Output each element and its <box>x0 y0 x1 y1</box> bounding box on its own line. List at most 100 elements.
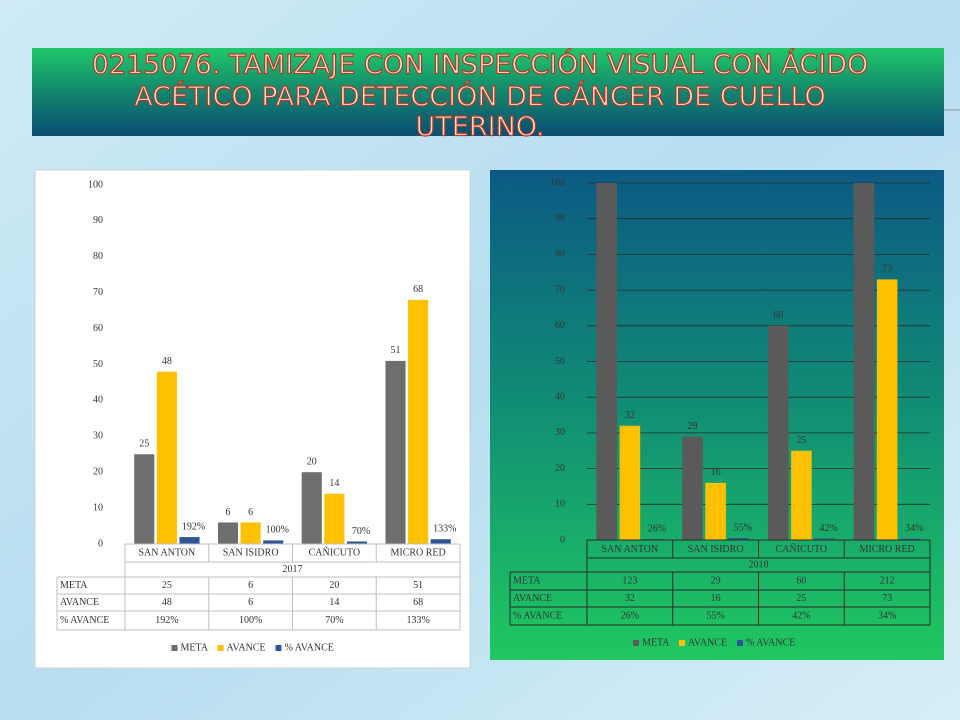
bar <box>899 538 921 540</box>
data-label: 29 <box>687 421 697 432</box>
plot-area <box>596 183 921 540</box>
bar <box>705 482 726 540</box>
data-label: 55% <box>734 522 752 533</box>
data-label: 73 <box>882 264 892 275</box>
table-cell: 51 <box>413 580 423 591</box>
y-tick-label: 10 <box>93 502 103 513</box>
y-tick-label: 50 <box>93 359 103 370</box>
table-cell: 73 <box>882 593 892 604</box>
y-tick-label: 70 <box>555 284 565 295</box>
legend-swatch <box>275 645 282 651</box>
bar <box>767 325 789 540</box>
data-label: 34% <box>905 523 923 534</box>
legend-swatch <box>737 640 743 646</box>
group-label: 2018 <box>749 559 769 570</box>
data-label: 48 <box>162 356 172 367</box>
y-tick-label: 90 <box>555 213 565 224</box>
table-cell: 192% <box>155 615 178 626</box>
bar <box>217 522 239 544</box>
data-label: 16 <box>711 467 721 478</box>
y-tick-label: 0 <box>560 534 565 545</box>
y-tick-label: 30 <box>93 431 103 442</box>
bar <box>430 539 451 544</box>
data-label: 100% <box>266 525 289 536</box>
y-tick-label: 0 <box>98 538 103 549</box>
bar <box>814 538 835 540</box>
y-tick-label: 50 <box>555 356 565 367</box>
row-header: % AVANCE <box>60 615 109 626</box>
title-line: UTERINO. <box>416 112 545 143</box>
data-label: 60 <box>773 310 783 321</box>
category-label: SAN ISIDRO <box>688 544 744 555</box>
category-label: SAN ISIDRO <box>223 547 279 558</box>
bar <box>179 537 200 544</box>
data-label: 6 <box>226 507 231 518</box>
bar <box>408 299 429 544</box>
table-cell: 100% <box>239 615 262 626</box>
table-cell: 16 <box>711 593 721 604</box>
category-label: CAÑICUTO <box>309 546 360 558</box>
row-header: AVANCE <box>60 597 99 608</box>
bar <box>324 493 345 544</box>
table-cell: 6 <box>248 597 253 608</box>
row-header: AVANCE <box>513 593 552 604</box>
y-tick-label: 40 <box>555 391 565 402</box>
legend-swatch <box>171 645 178 651</box>
category-label: SAN ANTON <box>601 544 658 555</box>
y-tick-label: 30 <box>555 427 565 438</box>
bar <box>385 360 406 544</box>
data-label: 68 <box>413 284 423 295</box>
row-header: META <box>60 580 88 591</box>
title-line: 0215076. TAMIZAJE CON INSPECCIÓN VISUAL … <box>92 49 869 81</box>
table-cell: 68 <box>413 597 423 608</box>
category-label: CAÑICUTO <box>776 543 827 555</box>
bar <box>682 436 703 540</box>
table-cell: 25 <box>796 593 806 604</box>
bar <box>156 371 177 544</box>
table-cell: 20 <box>329 580 339 591</box>
bar <box>619 425 641 540</box>
table-cell: 42% <box>792 610 810 621</box>
legend-label: % AVANCE <box>285 642 334 653</box>
y-tick-label: 100 <box>88 179 103 190</box>
data-label: 32 <box>625 410 635 421</box>
bar <box>596 183 618 540</box>
row-header: META <box>513 575 541 586</box>
legend-label: AVANCE <box>227 642 266 653</box>
y-tick-label: 100 <box>550 177 565 188</box>
data-label: 192% <box>182 521 205 532</box>
category-label: MICRO RED <box>390 547 445 558</box>
bar <box>876 279 898 540</box>
table-cell: 32 <box>625 593 635 604</box>
legend-swatch <box>679 640 685 646</box>
table-cell: 14 <box>329 597 339 608</box>
bar <box>301 472 322 544</box>
table-cell: 25 <box>162 580 172 591</box>
legend-label: META <box>642 637 670 648</box>
title-line: ACÉTICO PARA DETECCIÓN DE CÁNCER DE CUEL… <box>134 81 826 113</box>
chart-panel <box>490 170 944 660</box>
legend-label: % AVANCE <box>746 637 795 648</box>
table-cell: 212 <box>880 575 895 586</box>
title-banner <box>32 48 944 136</box>
data-label: 25 <box>796 435 806 446</box>
y-tick-label: 20 <box>555 463 565 474</box>
bar <box>134 454 155 544</box>
y-tick-label: 60 <box>93 323 103 334</box>
y-tick-label: 90 <box>93 215 103 226</box>
data-label: 70% <box>352 526 370 537</box>
table-cell: 55% <box>706 610 724 621</box>
data-label: 6 <box>248 507 253 518</box>
plot-area <box>134 299 451 544</box>
table-cell: 26% <box>621 610 639 621</box>
table-cell: 60 <box>796 575 806 586</box>
y-tick-label: 80 <box>93 251 103 262</box>
bar <box>346 541 368 544</box>
data-label: 42% <box>819 523 837 534</box>
category-label: MICRO RED <box>859 544 914 555</box>
table-cell: 133% <box>406 615 429 626</box>
bar <box>728 538 750 540</box>
table-cell: 29 <box>711 575 721 586</box>
legend-label: META <box>181 642 209 653</box>
